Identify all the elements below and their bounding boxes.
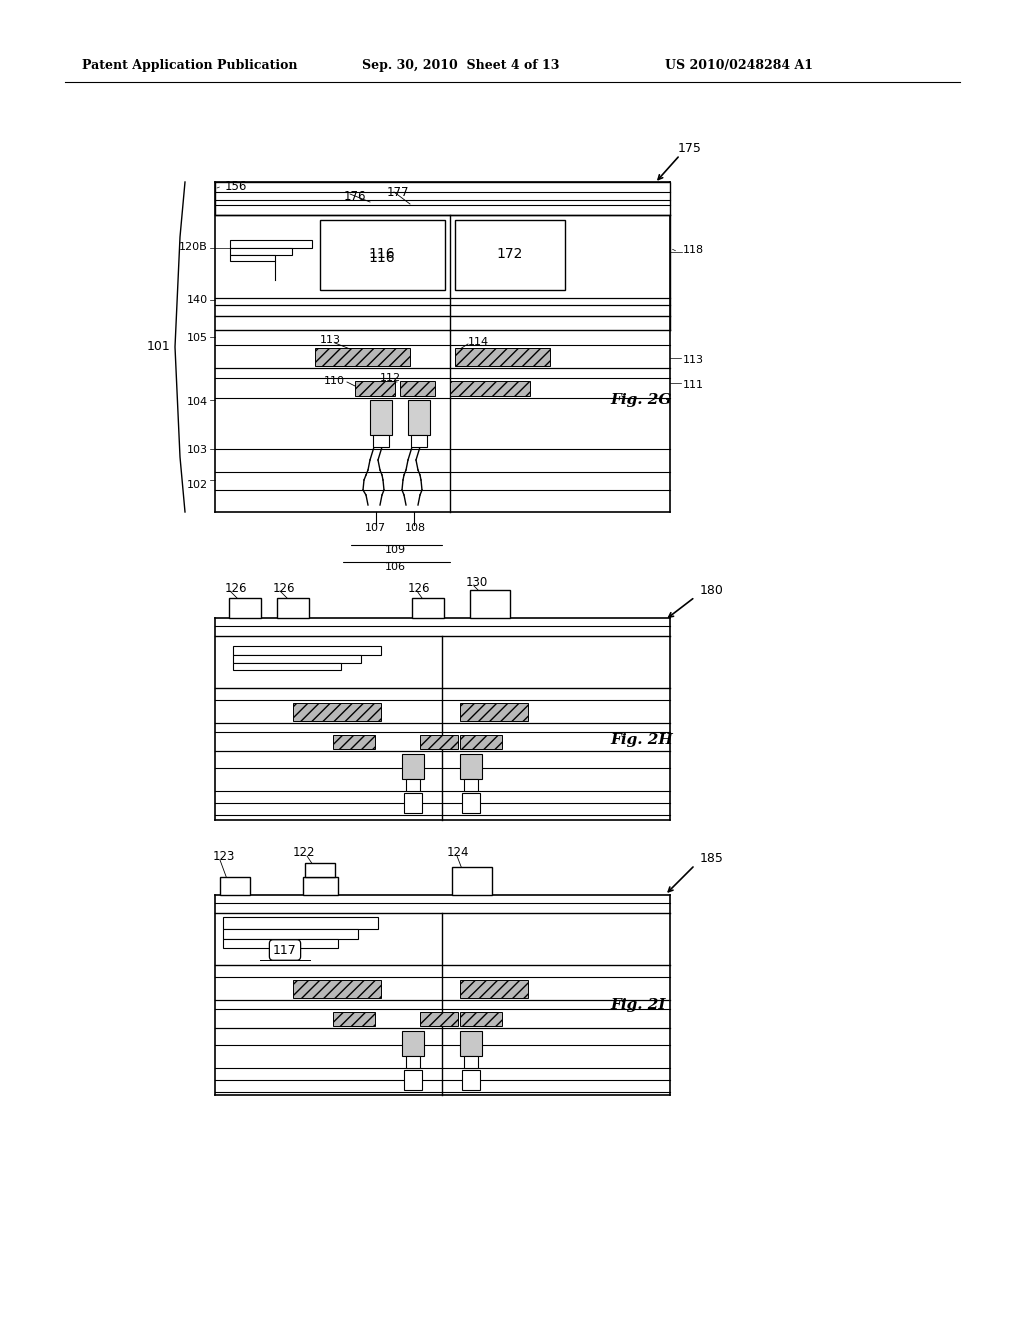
Bar xyxy=(406,1056,420,1068)
Bar xyxy=(303,876,338,895)
Text: 176: 176 xyxy=(344,190,367,202)
Bar xyxy=(455,348,550,366)
Text: 114: 114 xyxy=(468,337,489,347)
Bar xyxy=(460,1031,482,1056)
Text: 105: 105 xyxy=(187,333,208,343)
Bar xyxy=(464,1056,478,1068)
Bar xyxy=(293,704,381,721)
Text: Fig. 2G: Fig. 2G xyxy=(610,393,672,407)
Bar xyxy=(462,1071,480,1090)
Bar xyxy=(460,735,502,748)
Bar xyxy=(408,400,430,436)
Bar xyxy=(333,1012,375,1026)
Bar xyxy=(233,655,361,663)
Bar xyxy=(400,381,435,396)
Text: 102: 102 xyxy=(186,480,208,490)
Bar xyxy=(402,1031,424,1056)
Text: 124: 124 xyxy=(447,846,469,859)
Text: 106: 106 xyxy=(384,562,406,572)
Text: 185: 185 xyxy=(700,851,724,865)
Text: 108: 108 xyxy=(404,523,426,533)
Text: 122: 122 xyxy=(293,846,315,859)
Text: Patent Application Publication: Patent Application Publication xyxy=(82,58,298,71)
Bar xyxy=(464,779,478,791)
Bar xyxy=(223,917,378,929)
Text: 126: 126 xyxy=(225,582,248,594)
Text: Sep. 30, 2010  Sheet 4 of 13: Sep. 30, 2010 Sheet 4 of 13 xyxy=(362,58,559,71)
Text: 126: 126 xyxy=(408,582,430,594)
Bar xyxy=(355,381,395,396)
Text: 104: 104 xyxy=(186,397,208,407)
Text: 116: 116 xyxy=(369,251,395,265)
Bar xyxy=(460,704,528,721)
Text: 111: 111 xyxy=(683,380,705,389)
Bar xyxy=(223,929,358,939)
Text: 109: 109 xyxy=(384,545,406,554)
Bar xyxy=(420,1012,458,1026)
Bar xyxy=(460,754,482,779)
Text: 172: 172 xyxy=(497,247,523,261)
Text: 175: 175 xyxy=(678,141,701,154)
Text: 130: 130 xyxy=(466,577,488,590)
Bar xyxy=(370,400,392,436)
Text: 113: 113 xyxy=(319,335,341,345)
Text: 156: 156 xyxy=(225,180,248,193)
Bar xyxy=(215,182,670,215)
Bar xyxy=(411,436,427,447)
Text: 140: 140 xyxy=(186,294,208,305)
Text: Fig. 2I: Fig. 2I xyxy=(610,998,666,1012)
Bar xyxy=(319,220,445,290)
Bar xyxy=(460,979,528,998)
Bar xyxy=(315,348,410,366)
Bar xyxy=(293,979,381,998)
Bar xyxy=(230,255,275,261)
Bar xyxy=(404,793,422,813)
Text: 126: 126 xyxy=(273,582,296,594)
Text: 118: 118 xyxy=(683,246,705,255)
Bar xyxy=(230,248,292,255)
Bar xyxy=(373,436,389,447)
Bar xyxy=(412,598,444,618)
Text: US 2010/0248284 A1: US 2010/0248284 A1 xyxy=(665,58,813,71)
Bar xyxy=(233,663,341,671)
Bar xyxy=(462,793,480,813)
Bar xyxy=(420,735,458,748)
Text: 110: 110 xyxy=(324,376,345,385)
Bar xyxy=(278,598,309,618)
Bar xyxy=(450,381,530,396)
Bar xyxy=(460,1012,502,1026)
Bar xyxy=(470,590,510,618)
Bar xyxy=(406,779,420,791)
Text: 112: 112 xyxy=(380,374,400,383)
Bar xyxy=(223,939,338,948)
Bar xyxy=(452,867,492,895)
Bar xyxy=(305,863,335,876)
Text: 117: 117 xyxy=(273,944,297,957)
Bar xyxy=(229,598,261,618)
Text: 116: 116 xyxy=(369,247,395,261)
Bar xyxy=(230,240,312,248)
Text: 107: 107 xyxy=(365,523,386,533)
Text: 113: 113 xyxy=(683,355,705,366)
Text: 103: 103 xyxy=(187,445,208,455)
Text: 101: 101 xyxy=(146,341,170,354)
Bar xyxy=(333,735,375,748)
Bar xyxy=(455,220,565,290)
Text: 120B: 120B xyxy=(179,242,208,252)
Bar xyxy=(402,754,424,779)
Text: 123: 123 xyxy=(213,850,236,863)
Bar xyxy=(220,876,250,895)
Text: 177: 177 xyxy=(387,186,410,199)
Text: 180: 180 xyxy=(700,583,724,597)
Text: Fig. 2H: Fig. 2H xyxy=(610,733,673,747)
Bar xyxy=(404,1071,422,1090)
Bar xyxy=(233,645,381,655)
